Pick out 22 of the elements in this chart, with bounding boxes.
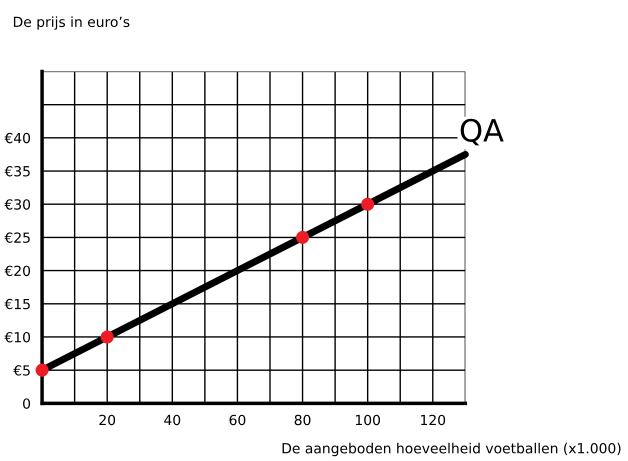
y-tick-label: 0 (23, 398, 30, 409)
x-tick-label: 80 (294, 414, 310, 426)
x-tick-label: 60 (230, 414, 246, 426)
annotation: QA (460, 118, 504, 146)
x-tick-label: 100 (356, 414, 380, 426)
point (36, 364, 49, 377)
y-tick-label: €40 (4, 132, 30, 144)
y-tick-label: €5 (13, 365, 30, 376)
x-tick-label: 20 (99, 414, 116, 426)
y-tick-label: €15 (4, 298, 30, 310)
y-tick-label: €25 (4, 232, 30, 243)
x-axis-title: De aangeboden hoeveelheid voetballen (x1.000) (282, 442, 621, 456)
y-tick-label: €20 (4, 266, 30, 276)
y-axis-title: De prijs in euro’s (14, 16, 130, 30)
point (296, 230, 310, 244)
y-tick-label: €30 (4, 199, 30, 210)
x-tick-label: 40 (164, 414, 180, 426)
point (361, 198, 374, 211)
y-tick-label: €10 (4, 332, 30, 342)
x-tick-label: 120 (421, 414, 446, 426)
y-tick-label: €35 (4, 166, 30, 177)
point (100, 330, 114, 344)
